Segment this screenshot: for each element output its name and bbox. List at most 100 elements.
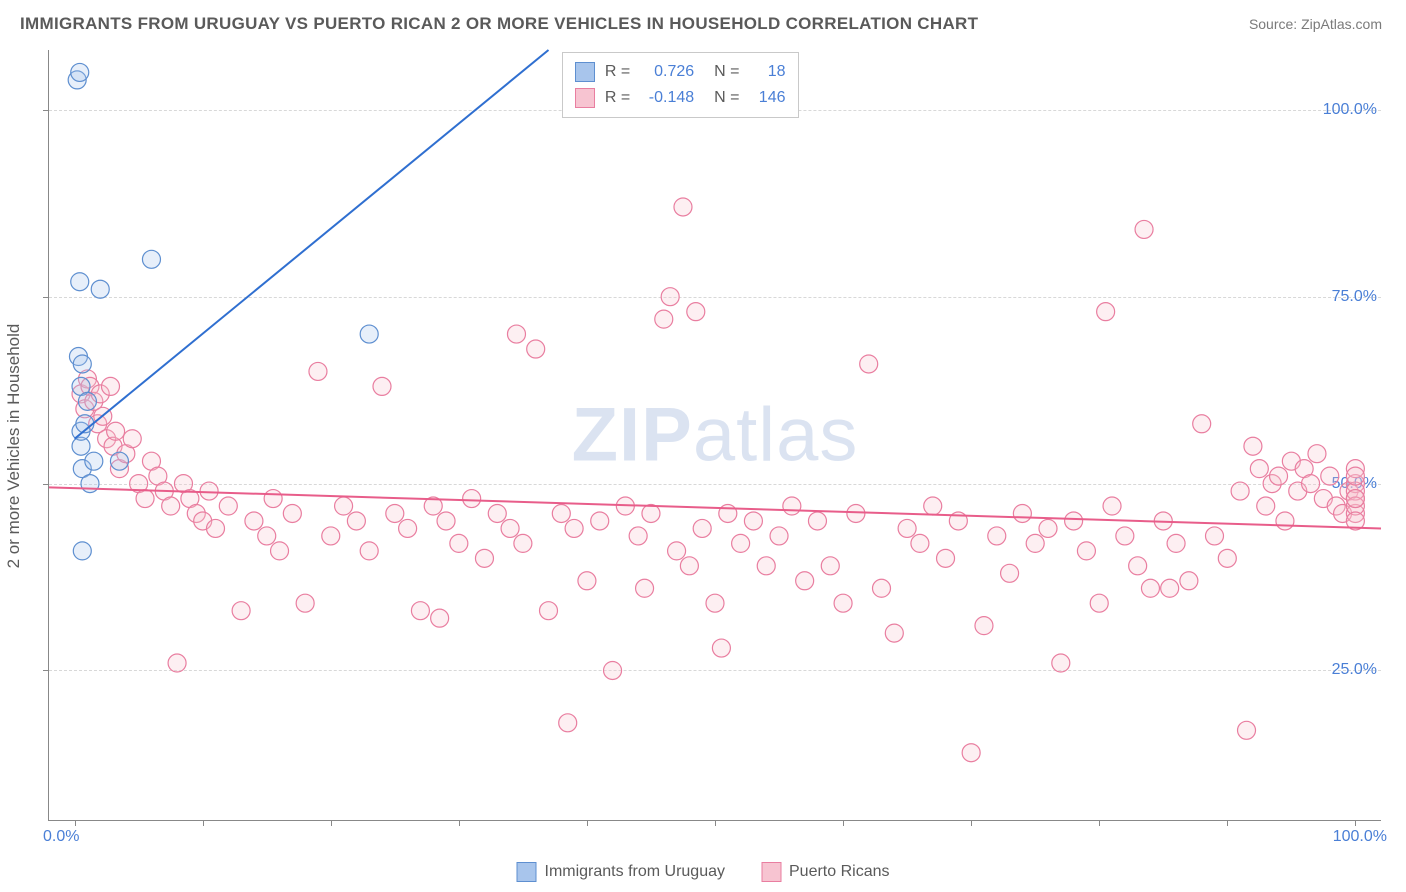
data-point	[1218, 549, 1236, 567]
data-point	[360, 542, 378, 560]
data-point	[1180, 572, 1198, 590]
data-point	[450, 534, 468, 552]
data-point	[431, 609, 449, 627]
stat-r-label: R =	[605, 85, 630, 111]
plot-area: 25.0%50.0%75.0%100.0% ZIPatlas R =0.726N…	[48, 50, 1381, 821]
data-point	[271, 542, 289, 560]
x-axis-min: 0.0%	[43, 828, 79, 846]
data-point	[1116, 527, 1134, 545]
data-point	[232, 602, 250, 620]
data-point	[578, 572, 596, 590]
data-point	[322, 527, 340, 545]
x-tick-mark	[1099, 820, 1100, 826]
x-tick-mark	[75, 820, 76, 826]
data-point	[507, 325, 525, 343]
legend: Immigrants from Uruguay Puerto Ricans	[517, 862, 890, 882]
data-point	[1250, 460, 1268, 478]
data-point	[655, 310, 673, 328]
data-point	[360, 325, 378, 343]
data-point	[1308, 445, 1326, 463]
data-point	[501, 519, 519, 537]
correlation-stats-box: R =0.726N =18R = -0.148 N = 146	[562, 52, 799, 118]
data-point	[821, 557, 839, 575]
data-point	[200, 482, 218, 500]
data-point	[101, 377, 119, 395]
x-tick-mark	[587, 820, 588, 826]
data-point	[1129, 557, 1147, 575]
y-axis-label: 2 or more Vehicles in Household	[4, 324, 24, 569]
data-point	[475, 549, 493, 567]
data-point	[732, 534, 750, 552]
data-point	[1321, 467, 1339, 485]
data-point	[1141, 579, 1159, 597]
data-point	[1276, 512, 1294, 530]
data-point	[1039, 519, 1057, 537]
data-point	[73, 355, 91, 373]
data-point	[1346, 467, 1364, 485]
data-point	[674, 198, 692, 216]
data-point	[309, 362, 327, 380]
data-point	[411, 602, 429, 620]
data-point	[559, 714, 577, 732]
data-point	[373, 377, 391, 395]
data-point	[834, 594, 852, 612]
legend-swatch	[761, 862, 781, 882]
data-point	[71, 273, 89, 291]
stat-r-value: -0.148	[640, 85, 694, 111]
data-point	[1167, 534, 1185, 552]
data-point	[975, 617, 993, 635]
data-point	[162, 497, 180, 515]
regression-line	[75, 50, 549, 439]
data-point	[347, 512, 365, 530]
chart-title: IMMIGRANTS FROM URUGUAY VS PUERTO RICAN …	[20, 14, 978, 34]
x-tick-mark	[203, 820, 204, 826]
data-point	[680, 557, 698, 575]
data-point	[540, 602, 558, 620]
data-point	[399, 519, 417, 537]
data-point	[514, 534, 532, 552]
data-point	[757, 557, 775, 575]
legend-item: Immigrants from Uruguay	[517, 862, 726, 882]
data-point	[693, 519, 711, 537]
data-point	[1013, 504, 1031, 522]
data-point	[1103, 497, 1121, 515]
data-point	[1001, 564, 1019, 582]
data-point	[219, 497, 237, 515]
data-point	[1090, 594, 1108, 612]
data-point	[924, 497, 942, 515]
data-point	[1193, 415, 1211, 433]
data-point	[488, 504, 506, 522]
stat-n-value: 146	[750, 85, 786, 111]
stat-n-label: N =	[714, 85, 739, 111]
source-label: Source: ZipAtlas.com	[1249, 16, 1382, 32]
stats-row: R =0.726N =18	[575, 59, 786, 85]
data-point	[860, 355, 878, 373]
data-point	[1231, 482, 1249, 500]
data-point	[123, 430, 141, 448]
data-point	[770, 527, 788, 545]
legend-swatch	[575, 88, 595, 108]
data-point	[873, 579, 891, 597]
data-point	[107, 422, 125, 440]
legend-swatch	[517, 862, 537, 882]
x-tick-mark	[715, 820, 716, 826]
data-point	[1238, 721, 1256, 739]
data-point	[552, 504, 570, 522]
data-point	[1244, 437, 1262, 455]
data-point	[168, 654, 186, 672]
data-point	[1135, 220, 1153, 238]
data-point	[604, 661, 622, 679]
data-point	[962, 744, 980, 762]
data-point	[796, 572, 814, 590]
data-point	[1161, 579, 1179, 597]
data-point	[1077, 542, 1095, 560]
data-point	[296, 594, 314, 612]
data-point	[744, 512, 762, 530]
data-point	[386, 504, 404, 522]
data-point	[258, 527, 276, 545]
legend-label: Puerto Ricans	[789, 863, 890, 881]
data-point	[110, 452, 128, 470]
data-point	[91, 280, 109, 298]
data-point	[85, 452, 103, 470]
x-tick-mark	[843, 820, 844, 826]
